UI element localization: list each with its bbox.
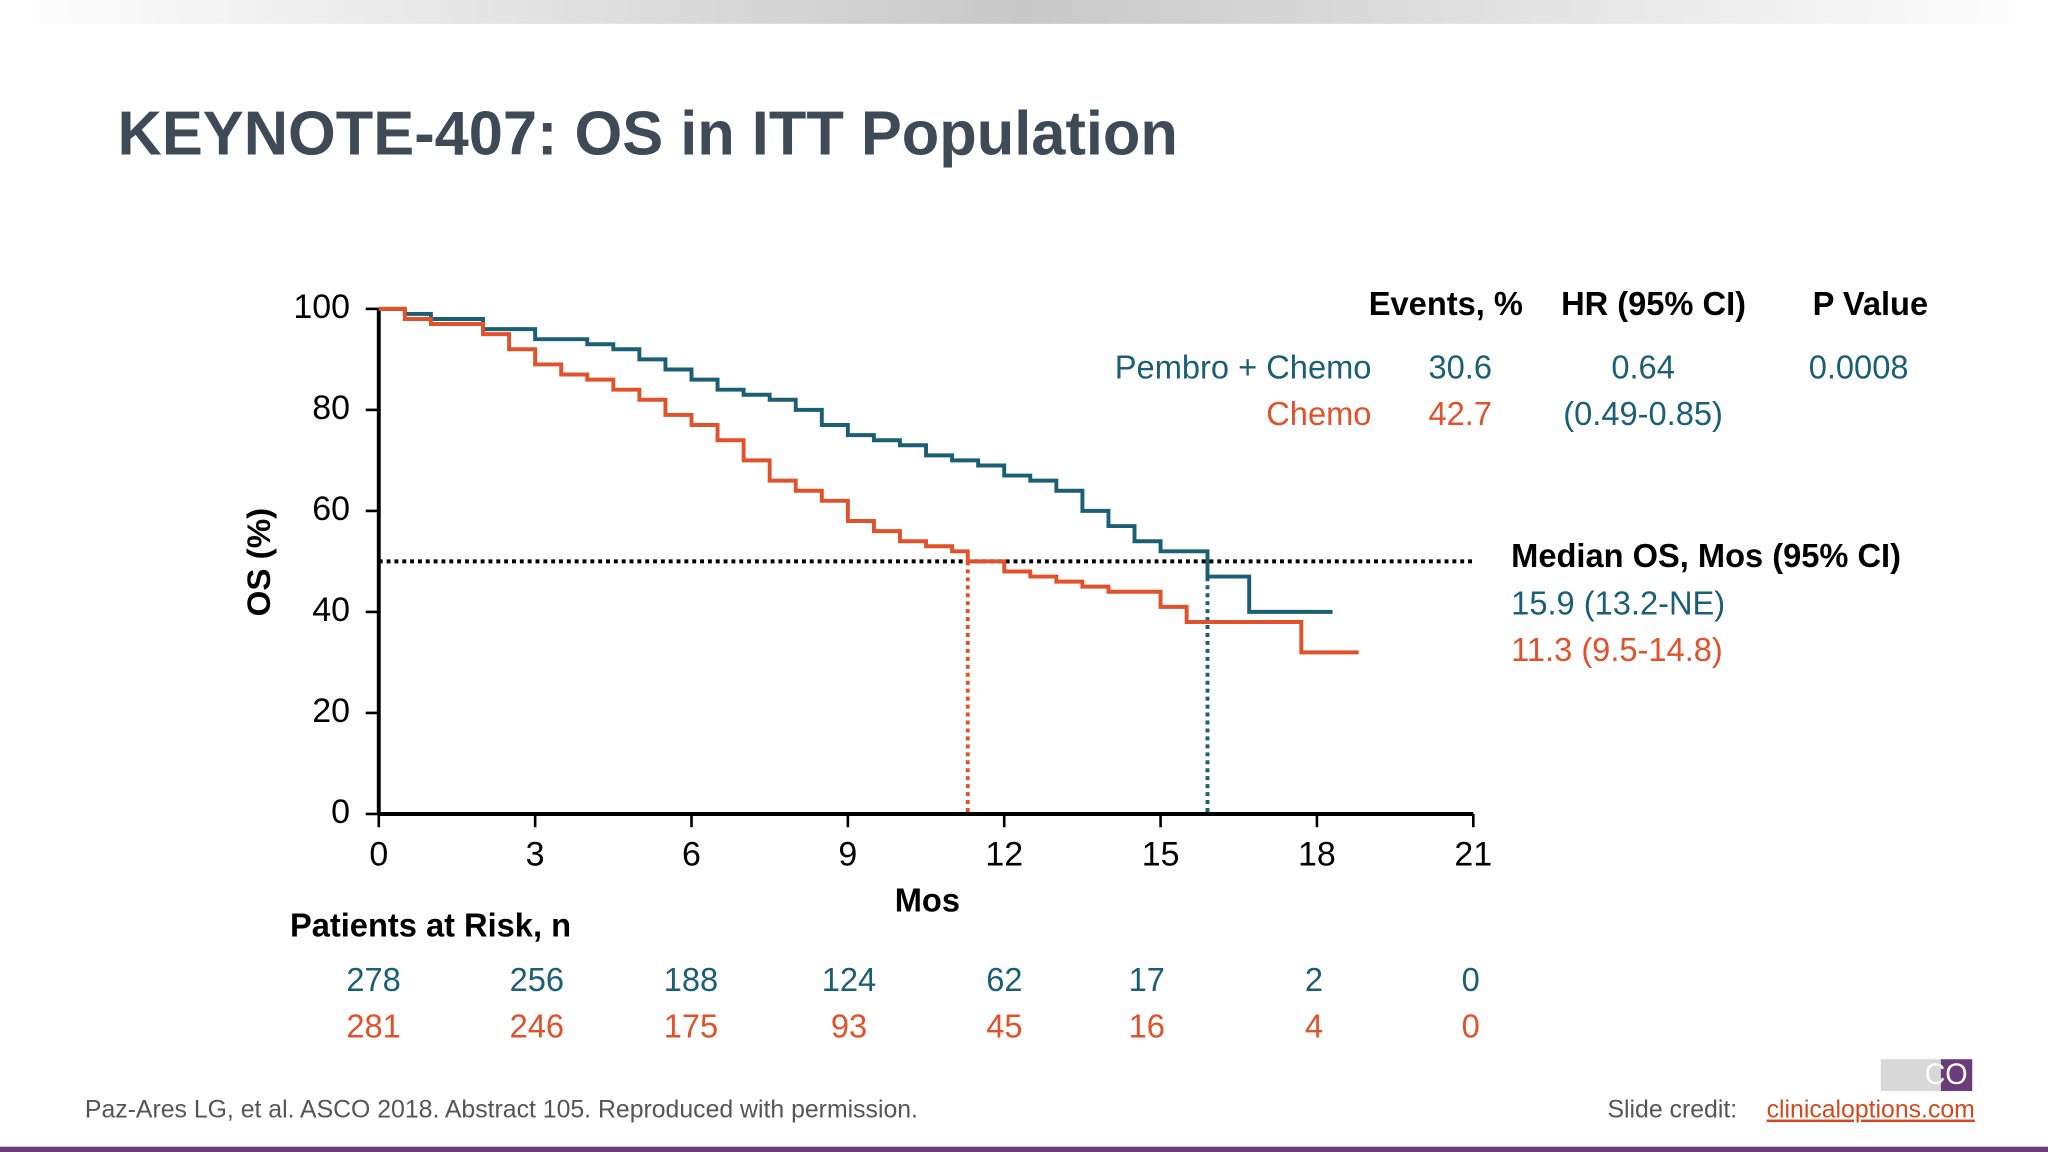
at-risk-count: 16	[1129, 1007, 1165, 1044]
top-bar	[0, 0, 2048, 24]
table-cell: 42.7	[1428, 395, 1492, 432]
survival-curve	[378, 306, 1333, 614]
y-tick-label: 80	[312, 389, 350, 427]
y-tick-label: 100	[293, 288, 350, 326]
at-risk-count: 246	[510, 1007, 564, 1044]
x-tick-label: 18	[1298, 835, 1336, 873]
y-axis-label: OS (%)	[240, 508, 277, 617]
at-risk-count: 62	[986, 961, 1022, 998]
at-risk-count: 2	[1305, 961, 1323, 998]
logo: CO	[1925, 1059, 1968, 1091]
at-risk-count: 124	[822, 961, 876, 998]
median-value: 15.9 (13.2-NE)	[1511, 584, 1725, 621]
table-cell: (0.49-0.85)	[1563, 395, 1723, 432]
table-header: HR (95% CI)	[1561, 285, 1746, 322]
credit-label: Slide credit:	[1607, 1095, 1737, 1123]
at-risk-count: 0	[1462, 961, 1480, 998]
x-tick-label: 0	[369, 835, 388, 873]
table-cell: Chemo	[1266, 395, 1371, 432]
x-tick-label: 12	[985, 835, 1023, 873]
bottom-bar	[0, 1146, 2048, 1152]
at-risk-count: 175	[664, 1007, 718, 1044]
survival-curve	[378, 306, 1359, 655]
at-risk-title: Patients at Risk, n	[290, 906, 571, 943]
table-header: Events, %	[1369, 285, 1523, 322]
y-tick-label: 20	[312, 692, 350, 730]
y-tick-label: 60	[312, 490, 350, 528]
table-cell: 30.6	[1428, 348, 1492, 385]
table-cell: Pembro + Chemo	[1115, 348, 1372, 385]
table-cell: 0.64	[1611, 348, 1675, 385]
citation: Paz-Ares LG, et al. ASCO 2018. Abstract …	[85, 1095, 918, 1123]
x-tick-label: 3	[526, 835, 545, 873]
at-risk-count: 281	[346, 1007, 400, 1044]
logo-box	[1880, 1059, 1941, 1092]
x-axis-label: Mos	[895, 881, 960, 918]
median-title: Median OS, Mos (95% CI)	[1511, 537, 1901, 574]
median-value: 11.3 (9.5-14.8)	[1511, 631, 1723, 668]
at-risk-count: 278	[346, 961, 400, 998]
y-tick-label: 0	[331, 793, 350, 831]
y-tick-label: 40	[312, 591, 350, 629]
at-risk-count: 188	[664, 961, 718, 998]
x-tick-label: 15	[1142, 835, 1180, 873]
table-cell: 0.0008	[1809, 348, 1909, 385]
x-tick-label: 21	[1454, 835, 1492, 873]
table-header: P Value	[1813, 285, 1929, 322]
logo-box	[1940, 1059, 1973, 1092]
at-risk-count: 45	[986, 1007, 1022, 1044]
at-risk-count: 256	[510, 961, 564, 998]
x-tick-label: 6	[682, 835, 701, 873]
credit-link[interactable]: clinicaloptions.com	[1767, 1095, 1975, 1123]
title: KEYNOTE-407: OS in ITT Population	[118, 99, 1178, 169]
x-tick-label: 9	[838, 835, 857, 873]
at-risk-count: 93	[831, 1007, 867, 1044]
at-risk-count: 17	[1129, 961, 1165, 998]
at-risk-count: 4	[1305, 1007, 1323, 1044]
at-risk-count: 0	[1462, 1007, 1480, 1044]
